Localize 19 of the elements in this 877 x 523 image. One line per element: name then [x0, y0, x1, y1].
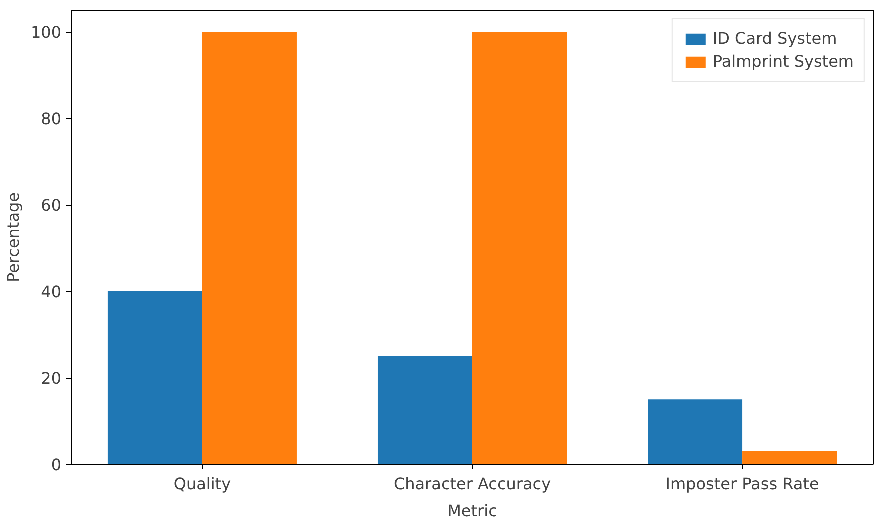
legend-label: Palmprint System [712, 52, 854, 71]
y-tick-label: 80 [41, 110, 62, 129]
bar [378, 356, 472, 464]
y-tick-label: 60 [41, 196, 62, 216]
x-tick-label: Character Accuracy [394, 474, 552, 494]
bar [202, 32, 297, 464]
y-axis-title: Percentage [4, 192, 23, 283]
x-tick-label: Imposter Pass Rate [666, 474, 820, 494]
y-tick-label: 40 [41, 282, 62, 302]
x-axis-title: Metric [448, 502, 498, 520]
legend-label: ID Card System [712, 29, 838, 48]
y-tick-label: 0 [51, 456, 62, 474]
y-tick-label: 20 [41, 369, 62, 388]
bar [742, 452, 838, 464]
bar [108, 292, 202, 464]
bar [472, 32, 568, 464]
bar [648, 400, 743, 464]
x-tick-label: Quality [174, 474, 232, 494]
y-tick-label: 100 [30, 23, 62, 42]
